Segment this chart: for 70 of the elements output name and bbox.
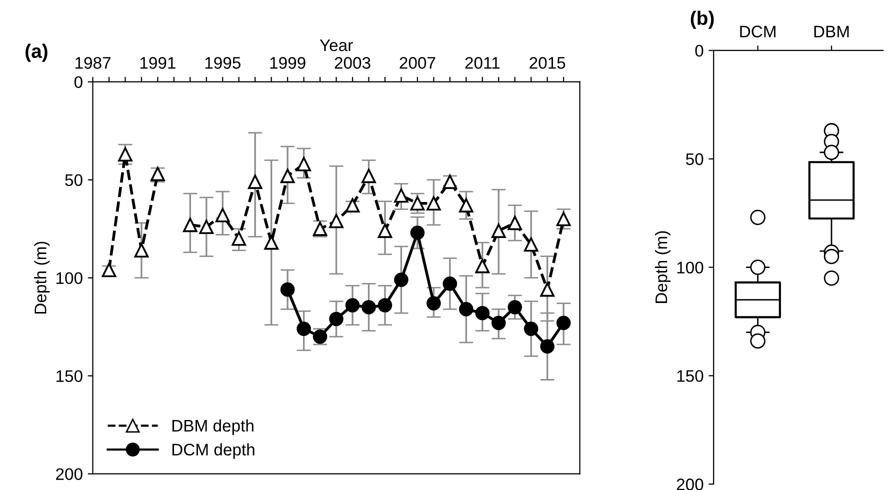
y-tick-label: 0 xyxy=(695,44,704,57)
legend-label: DCM depth xyxy=(172,443,254,459)
x-tick-label: 2003 xyxy=(334,57,370,69)
point xyxy=(556,212,571,226)
point xyxy=(491,224,506,238)
y-axis-title: Depth (m) xyxy=(654,231,671,303)
chart-title: (a) xyxy=(26,44,48,62)
y-axis-title: Depth (m) xyxy=(34,242,50,314)
y-tick-label: 200 xyxy=(56,468,82,480)
point xyxy=(378,224,392,238)
point xyxy=(215,208,230,222)
point xyxy=(345,298,360,312)
legend-label: DBM depth xyxy=(172,419,254,435)
point xyxy=(524,237,538,252)
y-tick-label: 200 xyxy=(676,478,704,490)
point xyxy=(426,196,441,211)
point xyxy=(102,262,116,278)
point xyxy=(475,258,490,274)
point xyxy=(378,298,392,312)
point xyxy=(442,276,458,291)
point xyxy=(296,322,311,336)
x-tick-label: 2015 xyxy=(530,57,566,69)
chart-title: (b) xyxy=(690,10,714,29)
point xyxy=(410,226,425,240)
point xyxy=(329,214,344,228)
point xyxy=(491,316,506,330)
point xyxy=(362,168,376,184)
point xyxy=(248,174,262,189)
x-tick-label: 1995 xyxy=(205,57,240,69)
point xyxy=(556,316,571,330)
x-tick-label: DBM xyxy=(814,26,849,38)
y-tick-label: 50 xyxy=(65,174,82,186)
point xyxy=(540,339,554,354)
point xyxy=(459,198,474,212)
point xyxy=(524,322,538,336)
point xyxy=(394,272,408,287)
point xyxy=(232,231,246,246)
y-tick-label: 150 xyxy=(56,370,82,382)
point xyxy=(508,216,522,230)
point xyxy=(118,147,132,162)
point xyxy=(329,312,344,326)
point xyxy=(183,218,198,232)
point xyxy=(410,196,425,211)
y-tick-label: 0 xyxy=(74,76,82,88)
point xyxy=(442,174,458,189)
x-tick-label: DCM xyxy=(740,26,776,38)
x-tick-label: 2007 xyxy=(400,57,436,69)
x-axis-title: Year xyxy=(320,40,353,52)
point xyxy=(394,188,408,203)
point xyxy=(540,282,554,297)
point xyxy=(345,198,360,212)
point xyxy=(362,300,376,314)
x-tick-label: 2011 xyxy=(465,57,500,69)
x-tick-label: 1987 xyxy=(76,57,110,69)
point xyxy=(280,282,295,297)
point xyxy=(426,296,441,310)
point xyxy=(296,156,311,172)
point xyxy=(459,302,474,316)
x-tick-label: 1999 xyxy=(270,57,306,69)
y-tick-label: 100 xyxy=(677,262,704,274)
x-tick-label: 1991 xyxy=(140,57,176,69)
point xyxy=(134,243,149,258)
point xyxy=(475,306,490,320)
y-tick-label: 150 xyxy=(677,370,704,382)
point xyxy=(280,168,295,184)
y-tick-label: 50 xyxy=(686,153,704,166)
point xyxy=(508,300,522,314)
y-tick-label: 100 xyxy=(56,272,82,284)
point xyxy=(199,220,214,234)
point xyxy=(264,235,278,250)
